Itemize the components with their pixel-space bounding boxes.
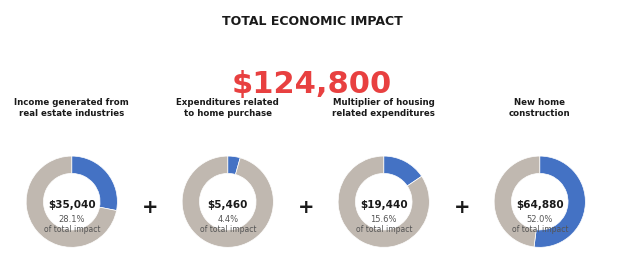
Text: TOTAL ECONOMIC IMPACT: TOTAL ECONOMIC IMPACT: [222, 15, 402, 28]
Text: $35,040: $35,040: [48, 200, 95, 210]
Text: +: +: [454, 198, 470, 217]
Wedge shape: [494, 156, 540, 247]
Text: Multiplier of housing
related expenditures: Multiplier of housing related expenditur…: [333, 98, 435, 118]
Text: 4.4%: 4.4%: [217, 215, 238, 224]
Text: of total impact: of total impact: [200, 225, 256, 234]
Text: Expenditures related
to home purchase: Expenditures related to home purchase: [177, 98, 279, 118]
Text: +: +: [142, 198, 158, 217]
Text: Income generated from
real estate industries: Income generated from real estate indust…: [14, 98, 129, 118]
Wedge shape: [72, 156, 117, 210]
Text: 28.1%: 28.1%: [59, 215, 85, 224]
Wedge shape: [338, 156, 429, 247]
Wedge shape: [228, 156, 240, 175]
Text: of total impact: of total impact: [512, 225, 568, 234]
Text: of total impact: of total impact: [356, 225, 412, 234]
Wedge shape: [534, 156, 585, 247]
Wedge shape: [384, 156, 422, 186]
Text: 15.6%: 15.6%: [371, 215, 397, 224]
Text: $5,460: $5,460: [208, 200, 248, 210]
Text: of total impact: of total impact: [44, 225, 100, 234]
Wedge shape: [26, 156, 117, 247]
Text: 52.0%: 52.0%: [527, 215, 553, 224]
Text: New home
construction: New home construction: [509, 98, 570, 118]
Text: $19,440: $19,440: [360, 200, 407, 210]
Wedge shape: [182, 156, 273, 247]
Text: +: +: [298, 198, 314, 217]
Text: $64,880: $64,880: [516, 200, 563, 210]
Text: $124,800: $124,800: [232, 70, 392, 99]
